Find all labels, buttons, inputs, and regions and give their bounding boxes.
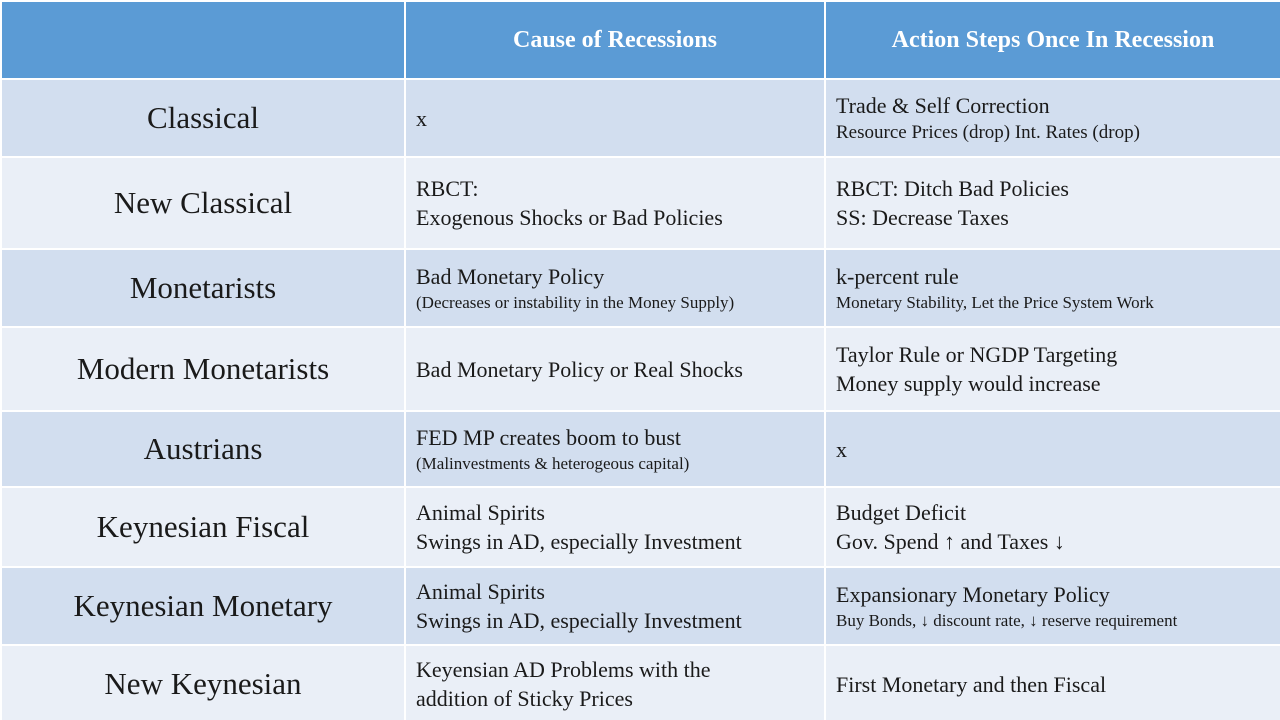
action-line: Money supply would increase [836,371,1101,396]
header-action: Action Steps Once In Recession [824,0,1280,80]
cause-cell: RBCT: Exogenous Shocks or Bad Policies [404,156,826,250]
action-cell: Budget Deficit Gov. Spend ↑ and Taxes ↓ [824,486,1280,568]
action-line: First Monetary and then Fiscal [836,671,1107,697]
cause-line: Swings in AD, especially Investment [416,529,742,554]
school-name: New Classical [0,156,406,250]
school-name: Classical [0,78,406,158]
action-line: SS: Decrease Taxes [836,205,1009,230]
cause-cell: Animal Spirits Swings in AD, especially … [404,486,826,568]
cause-line: RBCT: [416,176,479,201]
action-line: Budget Deficit [836,500,967,525]
header-row: Cause of Recessions Action Steps Once In… [0,0,1280,80]
action-line: Gov. Spend ↑ and Taxes ↓ [836,529,1065,554]
action-cell: Trade & Self Correction Resource Prices … [824,78,1280,158]
header-school [0,0,406,80]
action-subline: Buy Bonds, ↓ discount rate, ↓ reserve re… [836,610,1178,630]
school-name: Keynesian Fiscal [0,486,406,568]
header-cause: Cause of Recessions [404,0,826,80]
action-line: x [836,436,847,462]
cause-line: Animal Spirits [416,579,545,604]
cause-cell: Bad Monetary Policy or Real Shocks [404,326,826,412]
action-subline: Monetary Stability, Let the Price System… [836,292,1154,312]
table-row: New Classical RBCT: Exogenous Shocks or … [0,156,1280,250]
action-cell: Expansionary Monetary Policy Buy Bonds, … [824,566,1280,646]
cause-subline: (Decreases or instability in the Money S… [416,292,735,312]
action-line: RBCT: Ditch Bad Policies [836,176,1069,201]
school-name: New Keynesian [0,644,406,720]
table-row: Austrians FED MP creates boom to bust (M… [0,410,1280,488]
cause-cell: x [404,78,826,158]
table-row: Keynesian Monetary Animal Spirits Swings… [0,566,1280,646]
cause-line: Bad Monetary Policy [416,263,605,289]
cause-line: Exogenous Shocks or Bad Policies [416,205,723,230]
cause-line: addition of Sticky Prices [416,686,633,711]
table-row: Monetarists Bad Monetary Policy (Decreas… [0,248,1280,328]
cause-cell: Animal Spirits Swings in AD, especially … [404,566,826,646]
cause-cell: FED MP creates boom to bust (Malinvestme… [404,410,826,488]
action-cell: Taylor Rule or NGDP Targeting Money supp… [824,326,1280,412]
action-cell: RBCT: Ditch Bad Policies SS: Decrease Ta… [824,156,1280,250]
action-subline: Resource Prices (drop) Int. Rates (drop) [836,121,1140,143]
cause-line: Animal Spirits [416,500,545,525]
action-cell: k-percent rule Monetary Stability, Let t… [824,248,1280,328]
action-line: k-percent rule [836,263,959,289]
action-cell: First Monetary and then Fiscal [824,644,1280,720]
cause-cell: Bad Monetary Policy (Decreases or instab… [404,248,826,328]
action-line: Taylor Rule or NGDP Targeting [836,342,1118,367]
cause-subline: (Malinvestments & heterogeous capital) [416,453,690,473]
cause-line: x [416,105,427,131]
action-cell: x [824,410,1280,488]
school-name: Modern Monetarists [0,326,406,412]
cause-line: Swings in AD, especially Investment [416,608,742,633]
cause-line: Keyensian AD Problems with the [416,657,711,682]
action-line: Trade & Self Correction [836,92,1050,118]
school-name: Monetarists [0,248,406,328]
cause-line: FED MP creates boom to bust [416,424,681,450]
table-row: Classical x Trade & Self Correction Reso… [0,78,1280,158]
table-row: New Keynesian Keyensian AD Problems with… [0,644,1280,720]
cause-cell: Keyensian AD Problems with the addition … [404,644,826,720]
school-name: Keynesian Monetary [0,566,406,646]
table-row: Keynesian Fiscal Animal Spirits Swings i… [0,486,1280,568]
action-line: Expansionary Monetary Policy [836,581,1110,607]
school-name: Austrians [0,410,406,488]
cause-line: Bad Monetary Policy or Real Shocks [416,356,743,382]
table-row: Modern Monetarists Bad Monetary Policy o… [0,326,1280,412]
